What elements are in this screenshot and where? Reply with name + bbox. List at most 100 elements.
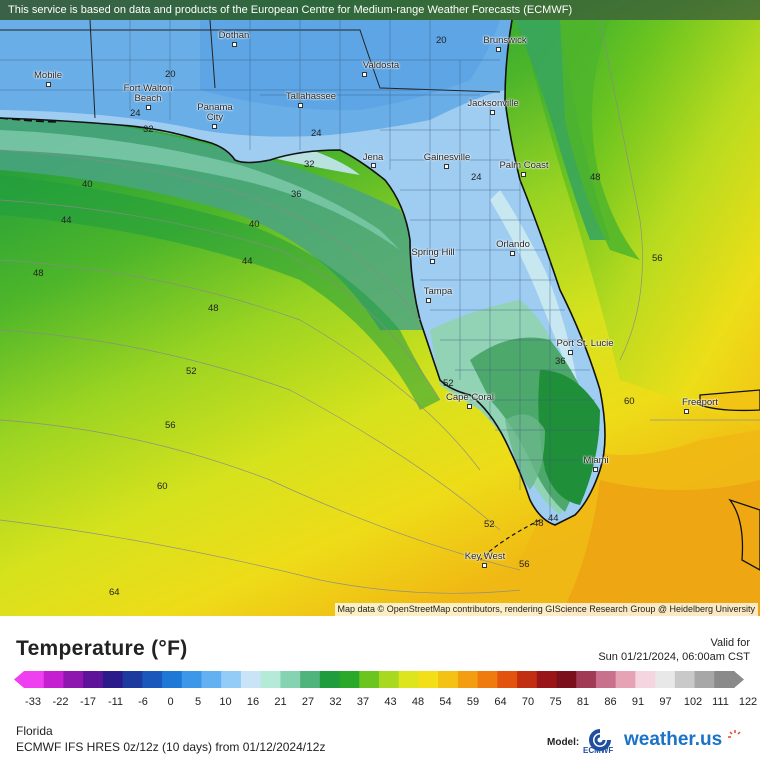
color-bar-cell [477, 671, 498, 688]
city-label: Key West [464, 551, 506, 562]
city-label: Panama City [197, 102, 233, 123]
city-label: Port St. Lucie [556, 338, 614, 349]
weather-us-logo[interactable]: weather.us [624, 729, 723, 750]
isotherm-label: 48 [208, 303, 219, 314]
color-bar-tick-label: -6 [138, 696, 148, 708]
isotherm-label: 64 [109, 587, 120, 598]
city-marker [212, 124, 217, 129]
color-bar-cell [339, 671, 360, 688]
isotherm-label: 20 [165, 69, 176, 80]
model-run-info: ECMWF IFS HRES 0z/12z (10 days) from 01/… [16, 740, 326, 754]
isotherm-label: 20 [436, 35, 447, 46]
color-bar-cell [122, 671, 143, 688]
isotherm-label: 40 [249, 219, 260, 230]
isotherm-label: 48 [33, 268, 44, 279]
city-marker [496, 47, 501, 52]
isotherm-label: 48 [533, 518, 544, 529]
color-bar-cell [240, 671, 262, 688]
city-marker [232, 42, 237, 47]
city-label: Tallahassee [285, 91, 337, 102]
ecmwf-logo-text: ECMWF [583, 746, 614, 755]
color-bar-cell [714, 671, 735, 688]
color-bar-tick-label: 37 [356, 696, 370, 708]
color-bar-cell [694, 671, 715, 688]
isotherm-label: 24 [311, 128, 322, 139]
color-bar [14, 671, 744, 688]
isotherm-label: 56 [519, 559, 530, 570]
color-bar-ticks: -33 -22 -17 -11 -6 0 5 10 16 21 27 32 37 43 48 54 59 64 70… [0, 696, 760, 710]
city-marker [146, 105, 151, 110]
temperature-map[interactable]: This service is based on data and produc… [0, 0, 760, 616]
city-marker [490, 110, 495, 115]
color-bar-tick-label: 111 [712, 696, 729, 708]
color-bar-left-arrow [14, 671, 24, 688]
isotherm-label: 44 [548, 513, 559, 524]
color-bar-tick-label: 5 [194, 696, 202, 708]
city-label: Valdosta [362, 60, 400, 71]
isotherm-label: 36 [555, 356, 566, 367]
color-bar-tick-label: 43 [384, 696, 397, 708]
color-bar-tick-label: -22 [52, 696, 69, 708]
isotherm-label: 48 [590, 172, 601, 183]
isotherm-label: 52 [443, 378, 454, 389]
color-bar-tick-label: 81 [576, 696, 590, 708]
city-label: Spring Hill [411, 247, 455, 258]
isotherm-label: 56 [652, 253, 663, 264]
valid-time: Sun 01/21/2024, 06:00am CST [598, 651, 750, 663]
color-bar-tick-label: 70 [521, 696, 535, 708]
city-label: Jacksonville [467, 98, 519, 109]
city-marker [298, 103, 303, 108]
color-bar-cell [181, 671, 203, 688]
city-label: Fort Walton Beach [123, 83, 173, 104]
city-label: Dothan [218, 30, 250, 41]
city-label: Palm Coast [499, 160, 549, 171]
color-bar-cell [615, 671, 636, 688]
isotherm-label: 40 [82, 179, 93, 190]
color-bar-cell [674, 671, 696, 688]
isotherm-label: 60 [624, 396, 635, 407]
valid-for-label: Valid for [710, 637, 750, 649]
color-bar-cell [556, 671, 577, 688]
isotherm-label: 24 [130, 108, 141, 119]
color-bar-tick-label: 122 [738, 696, 758, 708]
ecmwf-banner: This service is based on data and produc… [0, 0, 760, 20]
color-bar-cell [536, 671, 558, 688]
map-canvas [0, 0, 760, 616]
color-bar-tick-label: 48 [411, 696, 425, 708]
isotherm-label: 52 [186, 366, 197, 377]
city-label: Freeport [682, 397, 718, 408]
city-label: Orlando [496, 239, 530, 250]
color-bar-cell [63, 671, 84, 688]
color-bar-cell [43, 671, 65, 688]
color-bar-cell [517, 671, 538, 688]
city-marker [426, 298, 431, 303]
isotherm-label: 56 [165, 420, 176, 431]
city-marker [444, 164, 449, 169]
color-bar-cell [418, 671, 439, 688]
color-bar-cell [221, 671, 242, 688]
color-bar-tick-label: 32 [329, 696, 342, 708]
region-name: Florida [16, 724, 53, 738]
map-attribution: Map data © OpenStreetMap contributors, r… [334, 603, 758, 616]
color-bar-cell [398, 671, 420, 688]
city-marker [430, 259, 435, 264]
city-label: Tampa [423, 286, 453, 297]
city-marker [46, 82, 51, 87]
color-bar-cell [359, 671, 380, 688]
color-bar-tick-label: 102 [683, 696, 703, 708]
city-marker [371, 163, 376, 168]
color-bar-tick-label: 86 [604, 696, 617, 708]
legend-title: Temperature (°F) [16, 637, 188, 660]
legend-panel [0, 616, 760, 760]
color-bar-cell [201, 671, 222, 688]
color-bar-cell [260, 671, 281, 688]
city-marker [593, 467, 598, 472]
city-marker [510, 251, 515, 256]
color-bar-cell [497, 671, 518, 688]
ecmwf-logo-icon[interactable] [580, 728, 620, 754]
city-marker [568, 350, 573, 355]
color-bar-tick-label: -33 [25, 696, 41, 708]
color-bar-tick-label: 16 [246, 696, 260, 708]
color-bar-tick-label: 75 [549, 696, 562, 708]
city-label: Jena [362, 152, 384, 163]
